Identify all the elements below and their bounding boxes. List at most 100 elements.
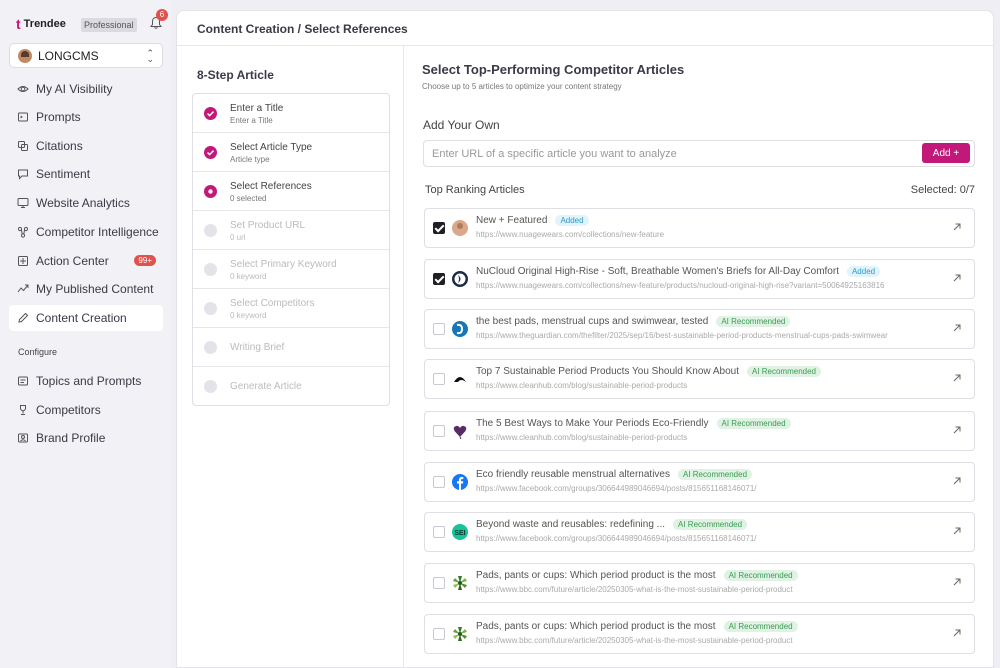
- sidebar-item-action-center[interactable]: Action Center 99+: [9, 248, 163, 274]
- sidebar-item-my-published-content[interactable]: My Published Content: [9, 276, 163, 302]
- sidebar-item-topics-and-prompts[interactable]: Topics and Prompts: [9, 368, 163, 394]
- step-item[interactable]: Enter a Title Enter a Title: [193, 94, 389, 133]
- article-card[interactable]: Top 7 Sustainable Period Products You Sh…: [424, 359, 975, 399]
- step-title: Generate Article: [230, 381, 302, 392]
- external-link-icon[interactable]: [952, 577, 962, 587]
- bbc-icon: [452, 575, 468, 591]
- article-url: https://www.nuagewears.com/collections/n…: [476, 230, 665, 239]
- article-checkbox[interactable]: [433, 273, 445, 285]
- guardian-icon: [452, 321, 468, 337]
- article-checkbox[interactable]: [433, 373, 445, 385]
- external-link-icon[interactable]: [952, 526, 962, 536]
- article-card[interactable]: NuCloud Original High-Rise - Soft, Breat…: [424, 259, 975, 299]
- citation-icon: [18, 141, 28, 151]
- sidebar-item-website-analytics[interactable]: Website Analytics: [9, 190, 163, 216]
- article-checkbox[interactable]: [433, 222, 445, 234]
- sidebar-item-label: Competitor Intelligence: [36, 225, 159, 239]
- divider: [177, 45, 993, 46]
- article-checkbox[interactable]: [433, 323, 445, 335]
- article-title[interactable]: the best pads, menstrual cups and swimwe…: [476, 316, 709, 327]
- page-subtitle: Choose up to 5 articles to optimize your…: [422, 82, 622, 91]
- workspace-name: LONGCMS: [38, 48, 99, 63]
- article-checkbox[interactable]: [433, 577, 445, 589]
- article-card[interactable]: Pads, pants or cups: Which period produc…: [424, 614, 975, 654]
- add-url-button[interactable]: Add +: [922, 143, 970, 163]
- sidebar-item-brand-profile[interactable]: Brand Profile: [9, 425, 163, 451]
- article-title[interactable]: Eco friendly reusable menstrual alternat…: [476, 469, 670, 480]
- sidebar-item-competitors[interactable]: Competitors: [9, 397, 163, 423]
- pending-step-icon: [204, 341, 217, 354]
- sidebar-item-competitor-intelligence[interactable]: Competitor Intelligence: [9, 219, 163, 245]
- ai-recommended-badge: AI Recommended: [716, 316, 791, 327]
- step-title: Select Article Type: [230, 142, 313, 153]
- step-item[interactable]: Select Article Type Article type: [193, 133, 389, 172]
- article-title-row: the best pads, menstrual cups and swimwe…: [476, 316, 791, 327]
- article-title[interactable]: Pads, pants or cups: Which period produc…: [476, 621, 716, 632]
- top-ranking-label: Top Ranking Articles: [425, 184, 525, 196]
- external-link-icon[interactable]: [952, 628, 962, 638]
- article-checkbox[interactable]: [433, 526, 445, 538]
- article-title-row: Eco friendly reusable menstrual alternat…: [476, 469, 753, 480]
- sidebar-item-content-creation[interactable]: Content Creation: [9, 305, 163, 331]
- added-badge: Added: [846, 266, 881, 277]
- step-item[interactable]: Select Competitors 0 keyword: [193, 289, 389, 328]
- article-card[interactable]: New + Featured Added https://www.nuagewear…: [424, 208, 975, 248]
- pending-step-icon: [204, 263, 217, 276]
- step-title: Enter a Title: [230, 103, 284, 114]
- article-card[interactable]: Pads, pants or cups: Which period produc…: [424, 563, 975, 603]
- sidebar-item-label: Website Analytics: [36, 196, 130, 210]
- ai-recommended-badge: AI Recommended: [723, 570, 798, 581]
- article-card[interactable]: The 5 Best Ways to Make Your Periods Eco…: [424, 411, 975, 451]
- article-url: https://www.bbc.com/future/article/20250…: [476, 585, 793, 594]
- sidebar-item-label: Content Creation: [36, 311, 127, 325]
- article-checkbox[interactable]: [433, 628, 445, 640]
- article-checkbox[interactable]: [433, 425, 445, 437]
- article-checkbox[interactable]: [433, 476, 445, 488]
- brand[interactable]: t Trendee: [16, 16, 66, 32]
- article-title[interactable]: New + Featured: [476, 215, 548, 226]
- external-link-icon[interactable]: [952, 373, 962, 383]
- nuage-avatar-icon: [452, 220, 468, 236]
- step-item[interactable]: Set Product URL 0 url: [193, 211, 389, 250]
- sidebar-item-sentiment[interactable]: Sentiment: [9, 161, 163, 187]
- step-item[interactable]: Select References 0 selected: [193, 172, 389, 211]
- step-subtitle: Enter a Title: [230, 116, 273, 125]
- sidebar-item-my-ai-visibility[interactable]: My AI Visibility: [9, 76, 163, 102]
- pending-step-icon: [204, 380, 217, 393]
- sidebar-item-prompts[interactable]: Prompts: [9, 104, 163, 130]
- external-link-icon[interactable]: [952, 273, 962, 283]
- article-title-row: New + Featured Added: [476, 215, 589, 226]
- article-title[interactable]: Top 7 Sustainable Period Products You Sh…: [476, 366, 739, 377]
- configure-section-label: Configure: [18, 347, 58, 357]
- heart-icon: [452, 423, 468, 440]
- article-title[interactable]: Beyond waste and reusables: redefining .…: [476, 519, 666, 530]
- article-title[interactable]: The 5 Best Ways to Make Your Periods Eco…: [476, 418, 709, 429]
- article-url: https://www.facebook.com/groups/30664498…: [476, 484, 757, 493]
- step-item[interactable]: Writing Brief: [193, 328, 389, 367]
- external-link-icon[interactable]: [952, 323, 962, 333]
- workspace-selector[interactable]: LONGCMS ⌃ ⌄: [9, 43, 163, 68]
- article-card[interactable]: Eco friendly reusable menstrual alternat…: [424, 462, 975, 502]
- article-card[interactable]: SEI Beyond waste and reusables: redefinin…: [424, 512, 975, 552]
- bbc-icon: [452, 626, 468, 642]
- count-badge: 99+: [134, 255, 156, 266]
- trophy-icon: [20, 405, 26, 415]
- divider: [403, 46, 404, 668]
- monitor-icon: [17, 198, 29, 208]
- external-link-icon[interactable]: [952, 476, 962, 486]
- step-title: Select Primary Keyword: [230, 259, 337, 270]
- sidebar-item-label: My Published Content: [36, 282, 154, 296]
- article-card[interactable]: the best pads, menstrual cups and swimwe…: [424, 309, 975, 349]
- sentiment-icon: [18, 169, 28, 180]
- external-link-icon[interactable]: [952, 425, 962, 435]
- sidebar-item-citations[interactable]: Citations: [9, 133, 163, 159]
- article-title[interactable]: Pads, pants or cups: Which period produc…: [476, 570, 716, 581]
- step-title: Select References: [230, 181, 312, 192]
- article-url: https://www.cleanhub.com/blog/sustainabl…: [476, 433, 688, 442]
- external-link-icon[interactable]: [952, 222, 962, 232]
- step-item[interactable]: Select Primary Keyword 0 keyword: [193, 250, 389, 289]
- step-item[interactable]: Generate Article: [193, 367, 389, 406]
- article-url-input[interactable]: [423, 140, 975, 167]
- trendee-logo-icon: t: [16, 16, 21, 32]
- article-title[interactable]: NuCloud Original High-Rise - Soft, Breat…: [476, 266, 839, 277]
